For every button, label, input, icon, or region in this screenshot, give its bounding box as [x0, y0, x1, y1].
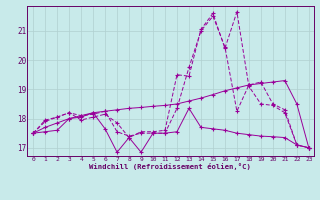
- X-axis label: Windchill (Refroidissement éolien,°C): Windchill (Refroidissement éolien,°C): [90, 163, 251, 170]
